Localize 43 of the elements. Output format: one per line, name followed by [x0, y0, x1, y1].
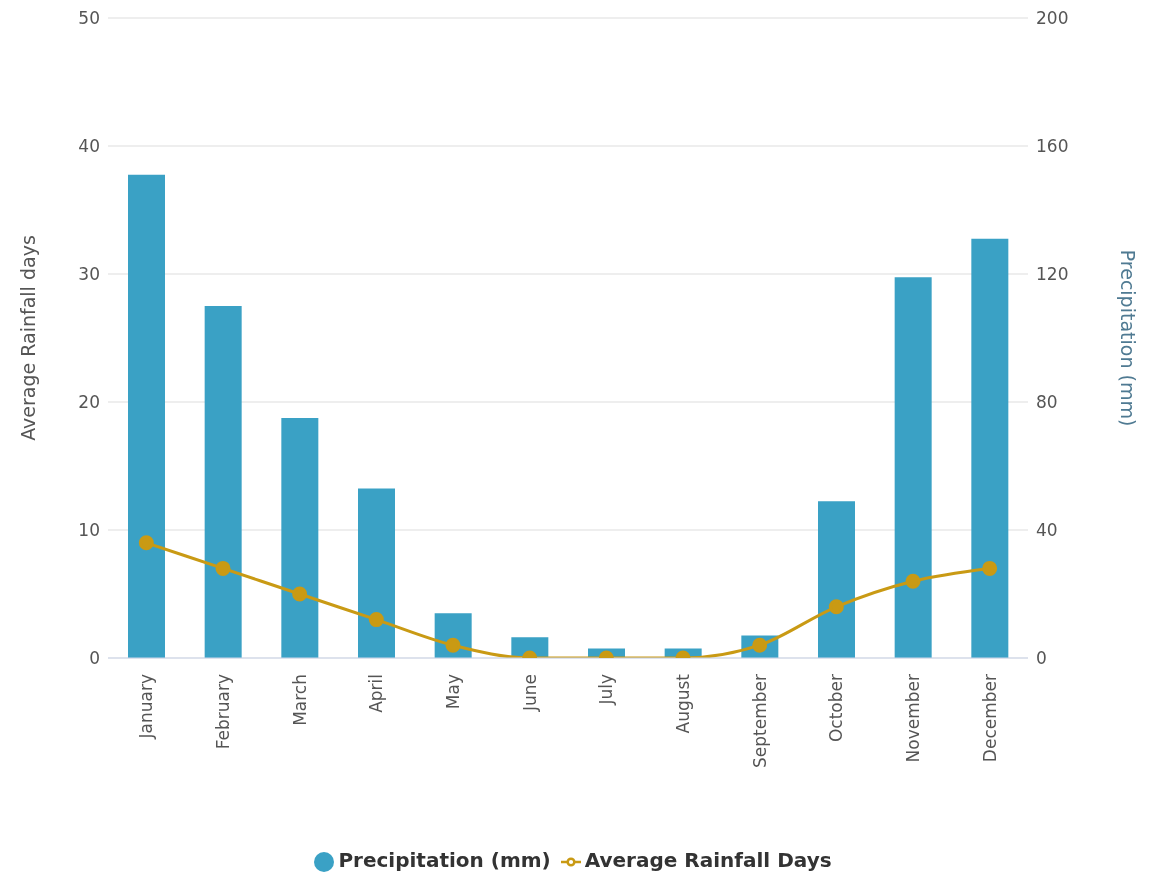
point: [445, 637, 461, 653]
y2-tick-label: 200: [1036, 8, 1069, 29]
y2-tick-label: 80: [1036, 392, 1058, 413]
y2-tick-label: 120: [1036, 264, 1069, 285]
y-tick-label: 0: [89, 648, 100, 669]
x-tick-label: August: [673, 673, 694, 734]
x-tick-label: November: [903, 673, 924, 763]
y-tick-label: 30: [78, 264, 100, 285]
point: [368, 612, 384, 628]
bar: [204, 306, 242, 658]
y2-tick-label: 40: [1036, 520, 1058, 541]
point: [292, 586, 308, 602]
x-tick-label: January: [136, 674, 157, 740]
x-tick-label: September: [749, 673, 770, 768]
y-tick-label: 20: [78, 392, 100, 413]
x-tick-label: October: [826, 674, 847, 743]
x-tick-label: May: [443, 674, 464, 710]
x-tick-label: June: [519, 674, 540, 713]
bar: [971, 238, 1009, 658]
point: [828, 599, 844, 615]
x-tick-label: April: [366, 674, 387, 713]
x-tick-label: February: [213, 674, 234, 750]
x-tick-label: December: [979, 673, 1000, 763]
y2-tick-label: 0: [1036, 648, 1047, 669]
y2-tick-label: 160: [1036, 136, 1069, 157]
y-tick-label: 40: [78, 136, 100, 157]
point: [138, 535, 154, 551]
bar: [281, 418, 319, 658]
bar: [128, 174, 165, 658]
bar: [818, 501, 855, 658]
y-tick-label: 10: [78, 520, 100, 541]
y2-axis-title: Precipitation (mm): [1117, 249, 1140, 427]
legend-label: Precipitation (mm): [338, 848, 551, 872]
bar: [358, 488, 395, 658]
point: [982, 560, 998, 576]
legend-label: Average Rainfall Days: [584, 848, 832, 872]
x-tick-label: July: [596, 674, 617, 706]
y-tick-label: 50: [78, 8, 100, 29]
y-axis-title: Average Rainfall days: [16, 235, 39, 441]
x-tick-label: March: [289, 674, 310, 726]
point: [215, 560, 231, 576]
bar: [894, 277, 932, 658]
point: [905, 573, 921, 589]
